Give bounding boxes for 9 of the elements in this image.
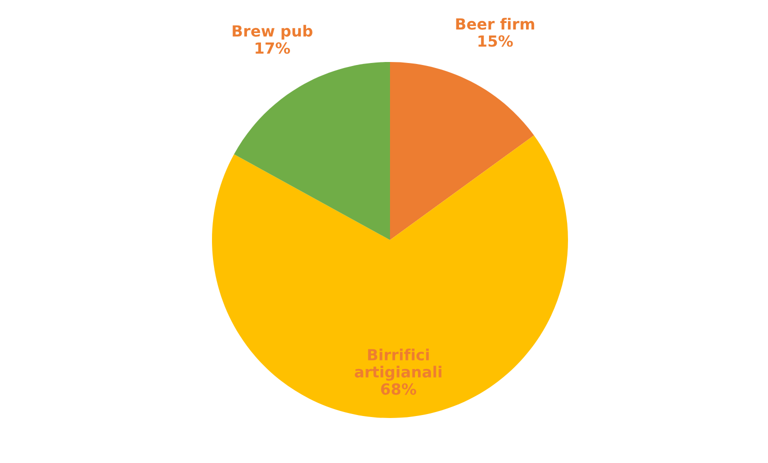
data-label: 17% xyxy=(256,42,290,54)
slice-label: Birrifici artigianali xyxy=(354,348,442,381)
slice-label: Beer firm xyxy=(456,18,534,30)
pie-slice xyxy=(234,62,390,240)
pie-slice xyxy=(390,62,534,240)
slice-label: Brew pub xyxy=(232,24,312,40)
pie-slice xyxy=(212,135,568,418)
data-label: 68% xyxy=(381,383,416,395)
data-label: 15% xyxy=(478,35,513,47)
